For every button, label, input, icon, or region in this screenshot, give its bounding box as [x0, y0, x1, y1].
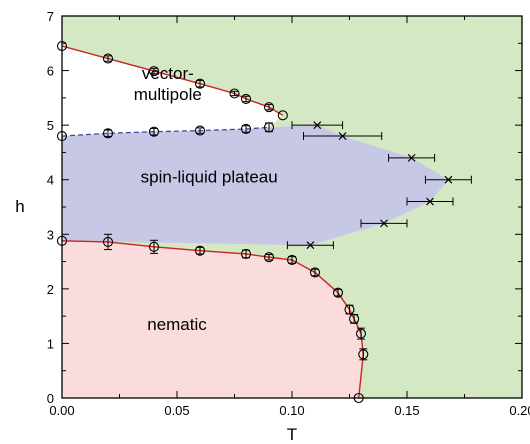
data-point-s1-3 [194, 125, 206, 136]
data-point-s3-11 [355, 328, 367, 339]
data-point-s0-3 [194, 78, 206, 89]
data-point-s2-5 [380, 219, 388, 228]
data-point-s3-4 [240, 248, 252, 259]
y-tick-label: 3 [47, 227, 54, 242]
data-point-s3-9 [344, 304, 355, 315]
region-label-vector: vector-multipole [134, 64, 202, 104]
data-point-s1-4 [240, 123, 252, 135]
plateau-region [62, 125, 449, 246]
data-point-s0-4 [229, 88, 240, 99]
data-point-s3-2 [148, 241, 160, 252]
x-tick-label: 0.20 [509, 403, 530, 418]
data-point-s0-5 [240, 93, 252, 104]
x-tick-label: 0.10 [279, 403, 304, 418]
data-point-s3-8 [332, 287, 344, 298]
x-axis-label: T [287, 425, 297, 444]
data-point-s1-1 [102, 128, 114, 139]
nematic-region [62, 240, 364, 398]
data-point-s3-1 [102, 236, 114, 247]
data-point-s0-1 [102, 53, 114, 64]
y-tick-label: 2 [47, 282, 54, 297]
y-tick-label: 0 [47, 391, 54, 406]
data-point-s3-12 [358, 349, 369, 360]
data-point-s3-7 [309, 267, 321, 278]
dashed-boundary-line [62, 126, 270, 137]
data-point-s2-1 [338, 132, 347, 140]
data-point-s2-4 [426, 197, 434, 206]
x-tick-label: 0.00 [49, 403, 74, 418]
y-tick-label: 4 [47, 173, 54, 188]
data-point-s1-2 [148, 126, 160, 137]
y-tick-label: 1 [47, 336, 54, 351]
data-point-s0-2 [148, 66, 160, 77]
data-point-s3-5 [263, 252, 275, 263]
vector-multipole-region [62, 16, 283, 137]
data-point-s3-6 [286, 254, 298, 265]
data-point-s2-2 [407, 153, 416, 162]
data-point-s3-10 [349, 313, 360, 324]
x-tick-label: 0.05 [164, 403, 189, 418]
y-tick-label: 7 [47, 9, 54, 24]
data-point-s2-3 [444, 175, 453, 184]
region-label-plateau: spin-liquid plateau [141, 167, 278, 186]
data-point-s2-6 [306, 241, 315, 250]
data-point-s0-7 [277, 110, 288, 121]
nematic-boundary-line [62, 240, 365, 398]
x-tick-label: 0.15 [394, 403, 419, 418]
region-label-nematic: nematic [147, 315, 207, 334]
data-point-s2-0 [313, 121, 322, 130]
data-point-s3-3 [194, 245, 206, 256]
y-tick-label: 6 [47, 64, 54, 79]
data-point-s1-5 [263, 122, 275, 133]
y-tick-label: 5 [47, 118, 54, 133]
data-point-s0-6 [263, 102, 275, 113]
y-axis-label: h [15, 197, 24, 216]
